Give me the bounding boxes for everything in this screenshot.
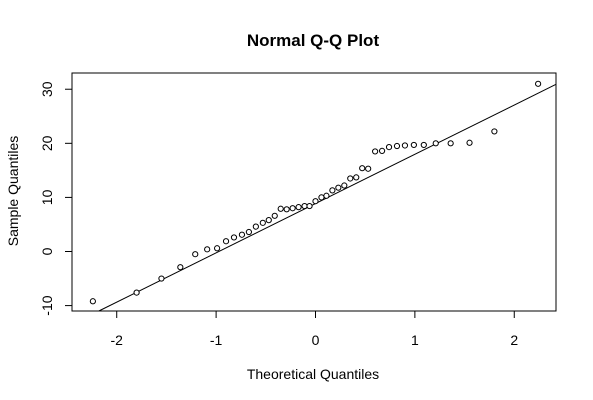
x-tick-label: -1	[210, 332, 223, 348]
data-point	[230, 234, 238, 241]
data-point	[204, 246, 211, 253]
data-point	[245, 228, 253, 236]
data-point	[535, 80, 542, 87]
data-point	[341, 182, 348, 189]
data-point	[347, 175, 354, 182]
y-tick-label: 20	[39, 135, 55, 151]
sample-points	[89, 80, 542, 305]
y-axis-label: Sample Quantiles	[5, 136, 21, 247]
x-tick-label: 1	[411, 332, 419, 348]
data-point	[301, 202, 308, 210]
data-point	[420, 141, 427, 149]
x-tick-label: 2	[510, 332, 518, 348]
x-tick-label: 0	[312, 332, 320, 348]
data-point	[491, 128, 498, 135]
data-point	[306, 202, 313, 210]
data-point	[222, 238, 230, 245]
data-point	[378, 147, 386, 154]
data-point	[401, 142, 409, 149]
data-point	[323, 192, 330, 199]
y-tick-label: -10	[39, 295, 55, 315]
data-point	[359, 165, 366, 172]
data-point	[312, 198, 319, 205]
data-point	[89, 298, 96, 305]
data-point	[192, 251, 199, 258]
y-axis: -10 0 10 20 30	[39, 81, 72, 316]
data-point	[283, 206, 290, 213]
data-point	[335, 184, 342, 191]
data-point	[385, 144, 393, 151]
data-point	[318, 194, 325, 201]
data-point	[214, 245, 221, 252]
data-point	[393, 142, 401, 150]
data-point	[295, 204, 302, 211]
data-point	[271, 212, 278, 219]
y-tick-label: 0	[39, 247, 55, 255]
data-point	[410, 141, 417, 149]
data-point	[432, 140, 439, 147]
data-point	[372, 148, 379, 155]
x-tick-label: -2	[110, 332, 123, 348]
x-axis: -2 -1 0 1 2	[110, 311, 518, 348]
y-tick-label: 30	[39, 81, 55, 97]
data-point	[265, 217, 272, 224]
y-tick-label: 10	[39, 189, 55, 205]
chart-title: Normal Q-Q Plot	[247, 31, 380, 50]
plot-frame	[71, 72, 557, 312]
data-point	[365, 165, 372, 172]
data-point	[238, 231, 246, 238]
data-point	[177, 264, 184, 271]
data-point	[277, 205, 284, 212]
data-point	[259, 219, 266, 226]
data-point	[466, 139, 473, 146]
data-point	[158, 275, 165, 282]
data-point	[289, 205, 296, 212]
data-point	[353, 174, 360, 181]
data-point	[133, 289, 140, 296]
data-point	[329, 187, 336, 194]
data-point	[252, 223, 259, 230]
data-point	[447, 140, 454, 147]
x-axis-label: Theoretical Quantiles	[247, 366, 379, 382]
